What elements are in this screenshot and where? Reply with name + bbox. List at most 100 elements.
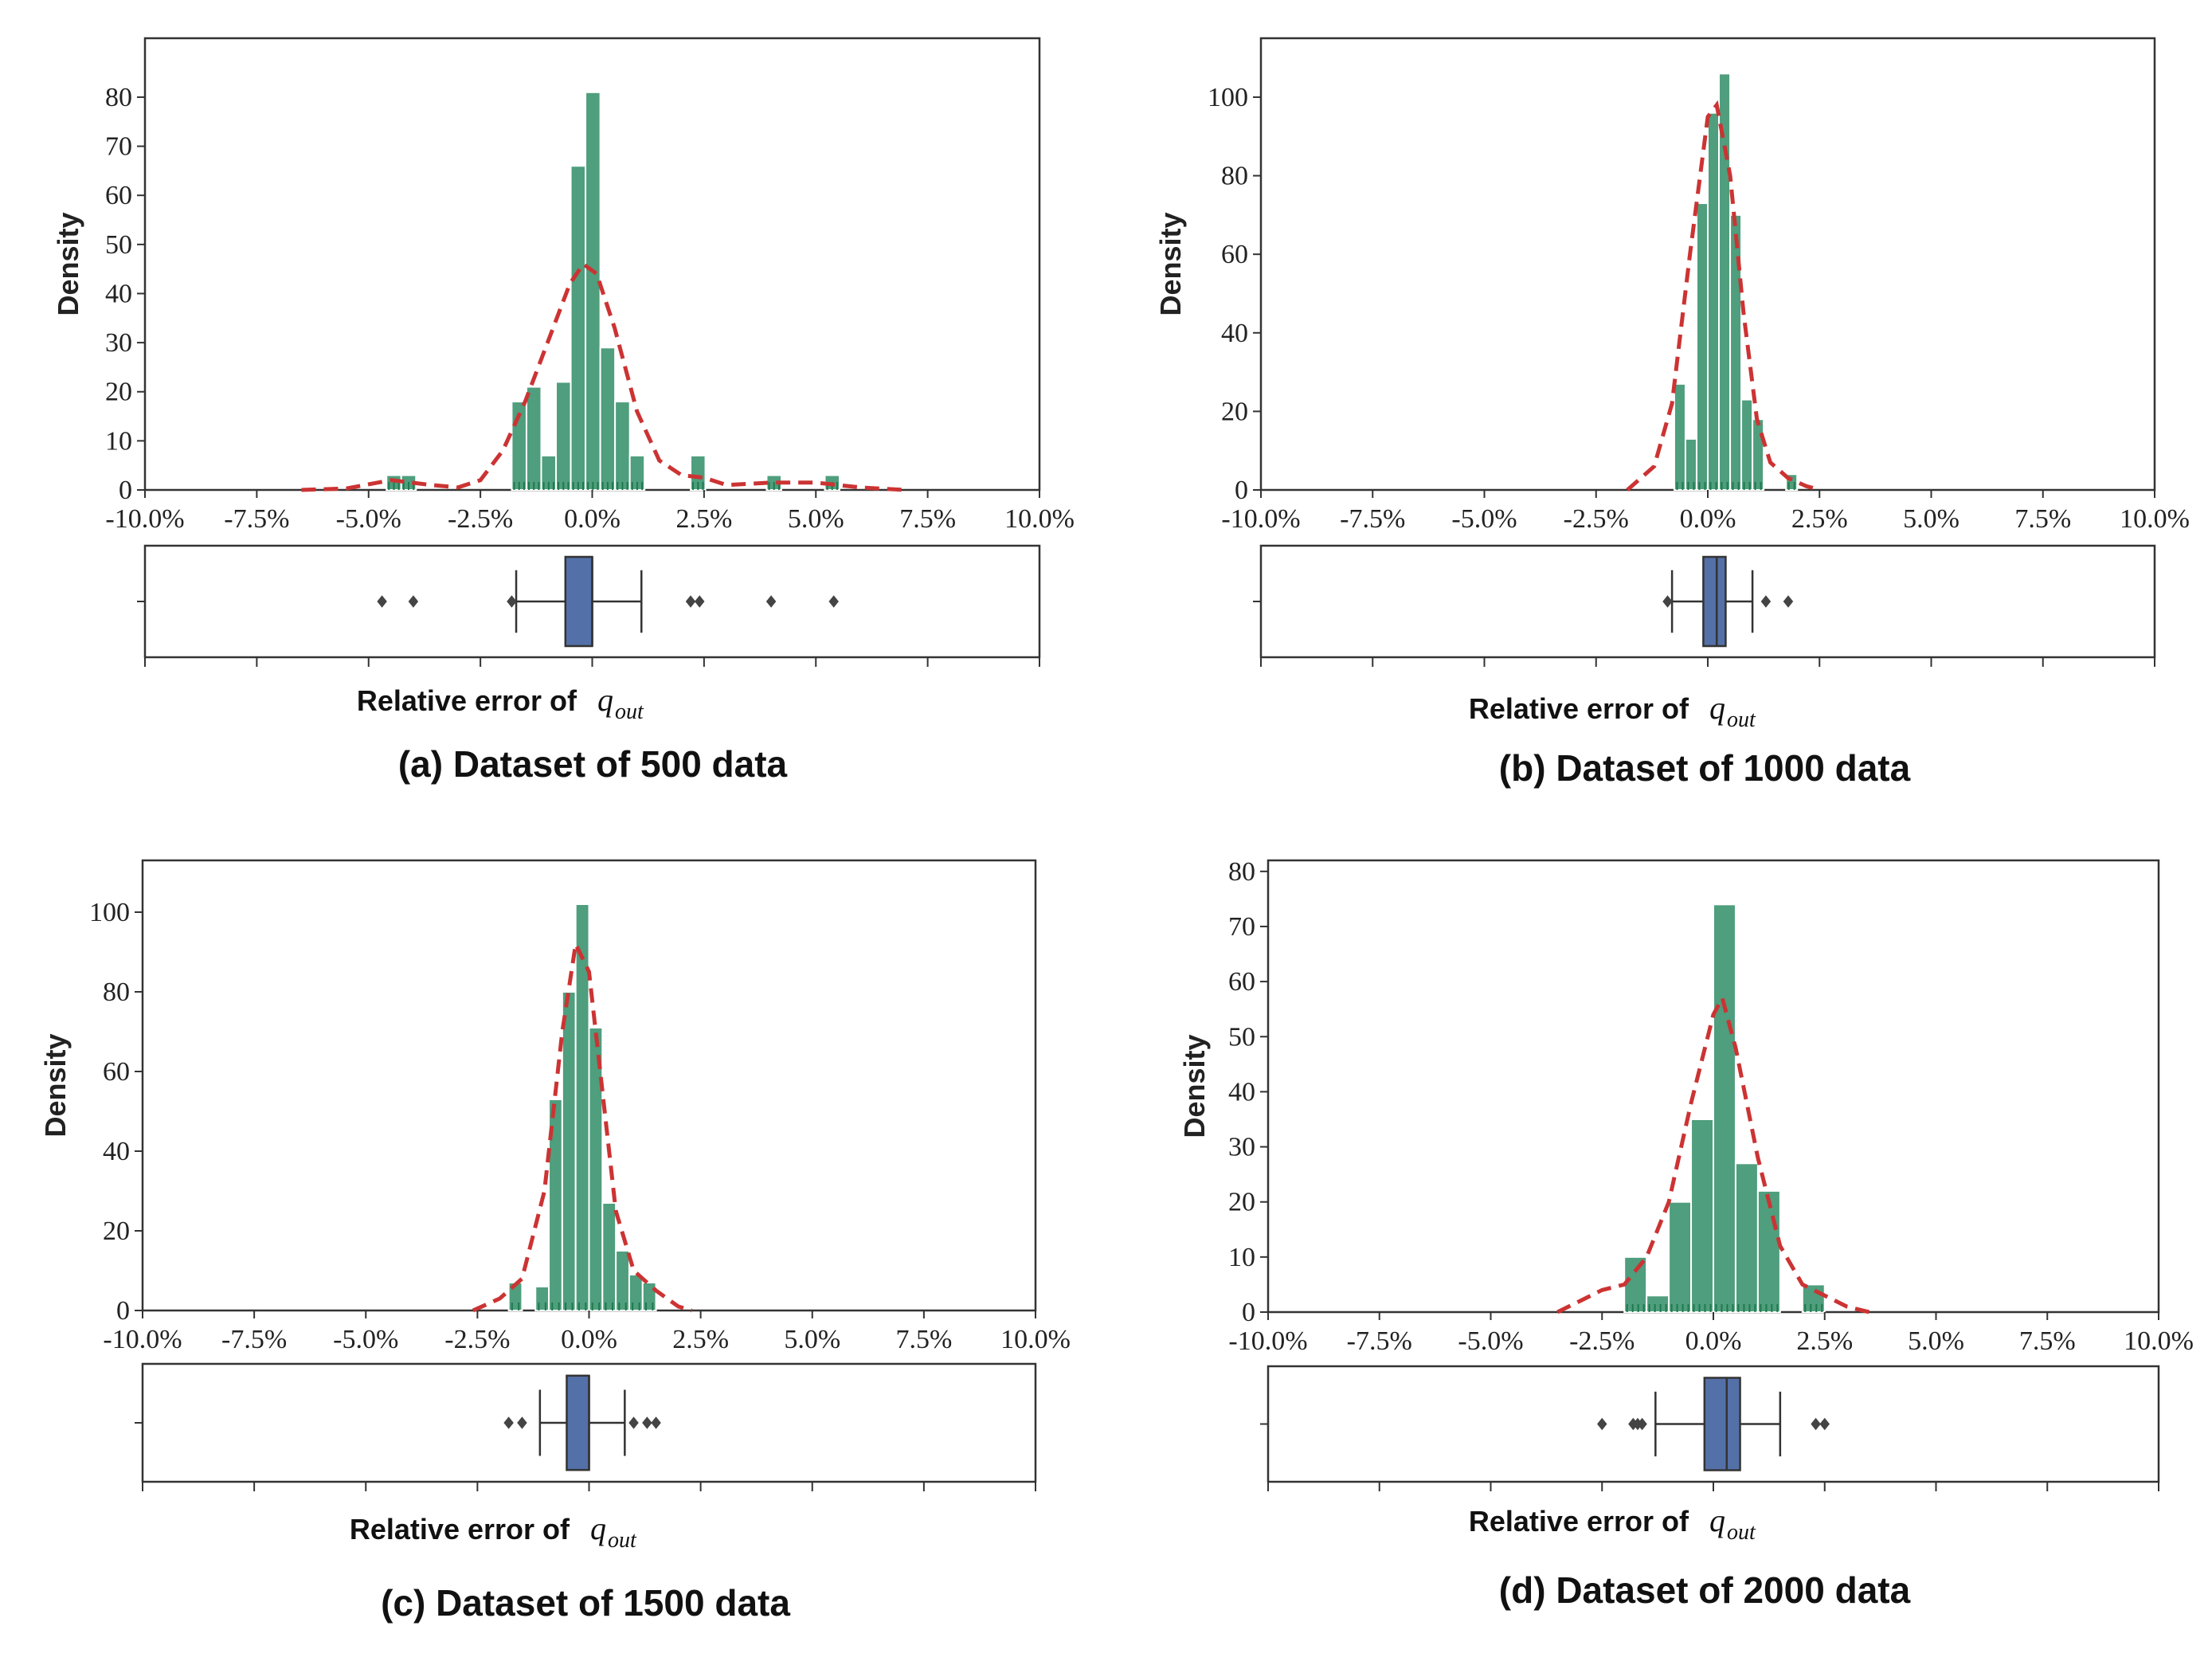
x-tick-label: 7.5% bbox=[2014, 504, 2071, 534]
x-tick-label: -2.5% bbox=[444, 1325, 510, 1354]
x-axis-symbol: q bbox=[1709, 1502, 1725, 1538]
y-tick-label: 60 bbox=[103, 1057, 130, 1087]
x-tick-label: -5.0% bbox=[1458, 1326, 1523, 1356]
x-tick-label: 2.5% bbox=[672, 1325, 729, 1354]
boxplot-outlier bbox=[1811, 1417, 1821, 1431]
panel-caption: (d) Dataset of 2000 data bbox=[1499, 1569, 1911, 1611]
x-tick-label: -10.0% bbox=[1228, 1326, 1307, 1356]
x-tick-label: 7.5% bbox=[2019, 1326, 2076, 1356]
panel-caption: (b) Dataset of 1000 data bbox=[1499, 747, 1911, 789]
x-tick-label: 2.5% bbox=[675, 504, 732, 534]
histogram-bar bbox=[555, 381, 572, 492]
y-tick-label: 20 bbox=[1221, 397, 1248, 426]
y-tick-label: 50 bbox=[105, 230, 132, 260]
panel-caption: (a) Dataset of 500 data bbox=[398, 743, 788, 785]
x-tick-label: -5.0% bbox=[333, 1325, 398, 1354]
histogram-bar bbox=[1668, 1201, 1693, 1313]
y-tick-label: 40 bbox=[1221, 319, 1248, 348]
x-axis-label: Relative error of bbox=[1469, 692, 1689, 725]
x-tick-label: 5.0% bbox=[784, 1325, 840, 1354]
x-tick-label: 0.0% bbox=[1685, 1326, 1742, 1356]
y-tick-label: 70 bbox=[105, 132, 132, 162]
histogram-bar bbox=[614, 401, 631, 491]
x-tick-label: -10.0% bbox=[105, 504, 184, 534]
histogram-bar bbox=[1713, 903, 1736, 1313]
boxplot-outlier bbox=[685, 595, 696, 608]
x-tick-label: 10.0% bbox=[2120, 504, 2190, 534]
y-tick-label: 80 bbox=[1221, 162, 1248, 191]
y-tick-label: 0 bbox=[116, 1296, 130, 1326]
boxplot-outlier bbox=[642, 1416, 652, 1429]
y-tick-label: 0 bbox=[119, 476, 132, 505]
y-tick-label: 100 bbox=[89, 898, 130, 927]
boxplot-box bbox=[564, 555, 593, 648]
x-tick-label: -7.5% bbox=[224, 504, 289, 534]
histogram-bar bbox=[1734, 1162, 1759, 1314]
histogram-bar bbox=[599, 347, 617, 491]
histogram-bar bbox=[1740, 398, 1754, 492]
histogram-bar bbox=[1801, 1283, 1826, 1314]
x-axis-label: Relative error of bbox=[357, 684, 577, 717]
x-tick-label: -5.0% bbox=[336, 504, 401, 534]
y-tick-label: 20 bbox=[1228, 1188, 1255, 1217]
x-tick-label: 5.0% bbox=[1908, 1326, 1964, 1356]
boxplot-box bbox=[566, 1374, 590, 1471]
x-tick-label: 10.0% bbox=[1004, 504, 1075, 534]
histogram-bar bbox=[641, 1282, 657, 1311]
y-tick-label: 30 bbox=[1228, 1133, 1255, 1162]
y-tick-label: 30 bbox=[105, 328, 132, 358]
x-tick-label: 2.5% bbox=[1791, 504, 1848, 534]
histogram-bar bbox=[615, 1250, 630, 1311]
boxplot-box bbox=[1703, 1377, 1741, 1471]
x-axis-symbol-subscript: out bbox=[608, 1528, 637, 1553]
x-axis-symbol-subscript: out bbox=[1727, 707, 1756, 732]
kde-curve bbox=[1626, 100, 1820, 492]
boxplot-outlier bbox=[1819, 1417, 1830, 1431]
kde-curve bbox=[472, 937, 693, 1313]
y-axis-label: Density bbox=[1154, 212, 1187, 315]
histogram-bar bbox=[1684, 437, 1697, 492]
y-tick-label: 40 bbox=[1228, 1077, 1255, 1107]
histogram-bar bbox=[1707, 112, 1721, 491]
x-axis-symbol: q bbox=[597, 682, 613, 718]
y-tick-label: 20 bbox=[105, 378, 132, 407]
y-tick-label: 60 bbox=[105, 181, 132, 210]
x-axis-symbol: q bbox=[1709, 690, 1725, 726]
x-tick-label: -10.0% bbox=[1221, 504, 1300, 534]
boxplot-outlier bbox=[695, 595, 705, 608]
boxplot-outlier bbox=[503, 1416, 514, 1429]
x-axis-symbol-subscript: out bbox=[1727, 1520, 1756, 1545]
x-tick-label: 0.0% bbox=[561, 1325, 617, 1354]
y-tick-label: 80 bbox=[105, 83, 132, 112]
x-tick-label: -2.5% bbox=[448, 504, 513, 534]
histogram-bar bbox=[628, 1274, 644, 1311]
x-tick-label: -2.5% bbox=[1564, 504, 1629, 534]
chart-panel-a: 0 10 20 30 40 50 60 70 80 -10.0% -7.5% -5.0% -2.5% 0.… bbox=[52, 37, 1075, 785]
histogram-bar bbox=[588, 1027, 604, 1311]
histogram-bar bbox=[1756, 1189, 1781, 1313]
histogram-bar bbox=[561, 991, 577, 1311]
x-tick-label: -7.5% bbox=[221, 1325, 287, 1354]
histogram-bar bbox=[585, 91, 601, 491]
y-tick-label: 20 bbox=[103, 1216, 130, 1246]
y-tick-label: 100 bbox=[1208, 83, 1248, 112]
kde-curve bbox=[301, 261, 906, 492]
histogram-bar bbox=[601, 1202, 617, 1311]
boxplot-outlier bbox=[765, 595, 777, 608]
y-tick-label: 80 bbox=[103, 977, 130, 1007]
x-tick-label: 5.0% bbox=[788, 504, 844, 534]
x-tick-label: -10.0% bbox=[103, 1325, 182, 1354]
x-tick-label: -5.0% bbox=[1451, 504, 1517, 534]
boxplot-outlier bbox=[1597, 1417, 1607, 1431]
boxplot-outlier bbox=[651, 1416, 661, 1429]
x-tick-label: 0.0% bbox=[1680, 504, 1736, 534]
y-tick-label: 60 bbox=[1221, 240, 1248, 269]
x-tick-label: -7.5% bbox=[1347, 1326, 1412, 1356]
x-tick-label: 10.0% bbox=[2124, 1326, 2194, 1356]
y-tick-label: 60 bbox=[1228, 967, 1255, 997]
histogram-bar bbox=[1695, 202, 1709, 492]
y-axis-label: Density bbox=[52, 212, 84, 315]
histogram-bar bbox=[574, 903, 590, 1311]
x-tick-label: 0.0% bbox=[564, 504, 621, 534]
